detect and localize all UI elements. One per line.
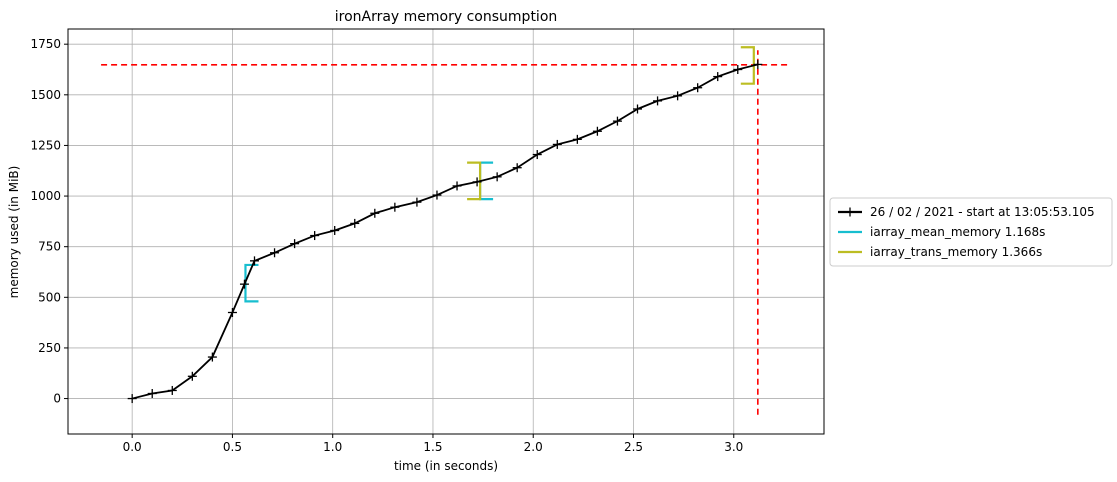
data-point [310, 231, 320, 241]
y-tick-label: 1000 [30, 189, 61, 203]
data-point [653, 96, 663, 106]
data-point [350, 218, 360, 228]
x-axis-label: time (in seconds) [394, 459, 498, 473]
data-point [572, 134, 582, 144]
legend-label: iarray_mean_memory 1.168s [870, 225, 1045, 239]
data-point [693, 83, 703, 93]
chart-title: ironArray memory consumption [335, 9, 558, 25]
legend-label: iarray_trans_memory 1.366s [870, 245, 1042, 259]
x-tick-label: 3.0 [724, 440, 743, 454]
data-point [432, 190, 442, 200]
data-point [227, 308, 237, 317]
data-point [633, 104, 643, 114]
data-point [492, 172, 502, 182]
data-point [512, 163, 522, 173]
data-point [330, 225, 340, 235]
y-tick-label: 1250 [30, 138, 61, 152]
x-tick-label: 0.5 [223, 440, 242, 454]
reference-lines [101, 50, 790, 415]
x-tick-label: 1.0 [323, 440, 342, 454]
data-point [412, 197, 422, 207]
legend-box [829, 197, 1113, 267]
data-point [290, 239, 300, 249]
data-point [207, 352, 217, 362]
legend-entry: 26 / 02 / 2021 - start at 13:05:53.105 [838, 205, 1095, 219]
series-layer [127, 59, 763, 404]
data-point [167, 385, 177, 395]
data-point [753, 59, 763, 69]
y-tick-label: 500 [38, 290, 61, 304]
data-point [370, 208, 380, 218]
data-point [390, 202, 400, 212]
y-tick-label: 1500 [30, 88, 61, 102]
data-point [452, 181, 462, 191]
grid-lines [68, 29, 824, 434]
y-axis-ticks: 0 250 500 750 1000 1250 1500 1750 [30, 37, 68, 406]
legend-entry: iarray_mean_memory 1.168s [838, 225, 1045, 239]
data-point [713, 72, 723, 82]
data-point [187, 371, 197, 381]
data-point [592, 126, 602, 136]
y-tick-label: 750 [38, 240, 61, 254]
legend: 26 / 02 / 2021 - start at 13:05:53.105 ia… [829, 197, 1113, 267]
data-point [673, 91, 683, 101]
data-point [270, 248, 280, 258]
y-tick-label: 1750 [30, 37, 61, 51]
x-tick-label: 2.5 [624, 440, 643, 454]
y-tick-label: 0 [53, 392, 61, 406]
legend-entry: iarray_trans_memory 1.366s [838, 245, 1042, 259]
plot-frame [67, 28, 825, 435]
data-point [733, 65, 743, 74]
data-point [612, 116, 622, 126]
data-point [239, 279, 249, 289]
data-point [552, 139, 562, 149]
x-axis-ticks: 0.0 0.5 1.0 1.5 2.0 2.5 3.0 [123, 434, 743, 454]
x-tick-label: 2.0 [524, 440, 543, 454]
data-point [249, 256, 259, 266]
data-point [532, 150, 542, 160]
data-point [127, 394, 137, 404]
y-tick-label: 250 [38, 341, 61, 355]
y-axis-label: memory used (in MiB) [7, 166, 21, 299]
data-point [472, 177, 482, 187]
data-point [147, 389, 157, 398]
legend-label: 26 / 02 / 2021 - start at 13:05:53.105 [870, 205, 1095, 219]
x-tick-label: 0.0 [123, 440, 142, 454]
x-tick-label: 1.5 [423, 440, 442, 454]
